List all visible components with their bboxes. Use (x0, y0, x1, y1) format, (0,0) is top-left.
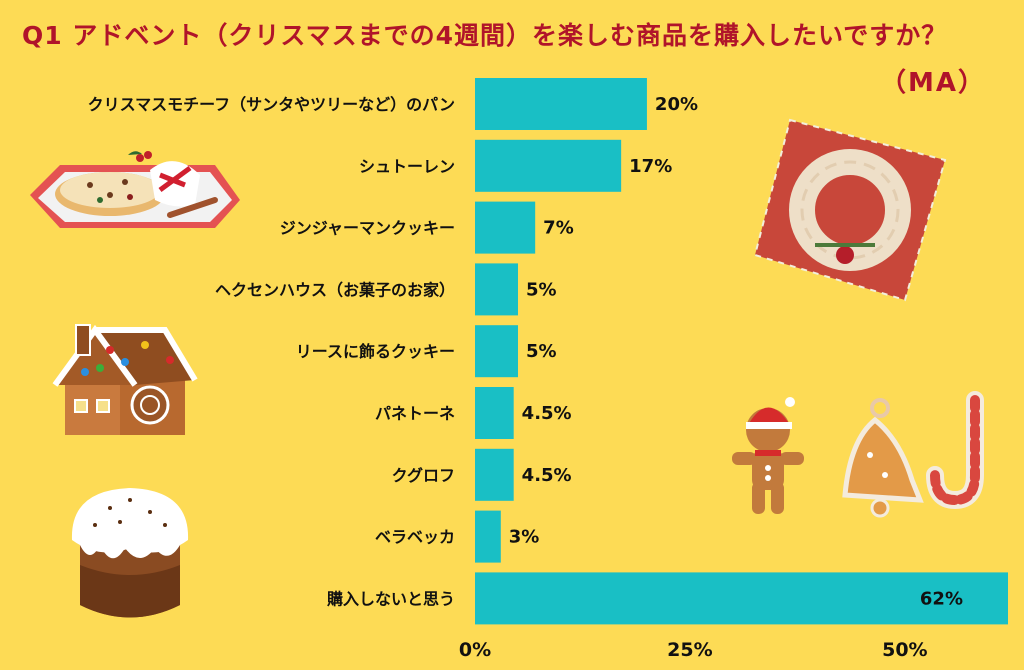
category-label: ベラベッカ (375, 528, 455, 547)
chart-subtitle: （MA） (880, 68, 986, 98)
bar (475, 201, 536, 254)
category-label: ヘクセンハウス（お菓子のお家） (215, 280, 455, 299)
category-label: クグロフ (392, 466, 455, 485)
bar (475, 572, 1008, 625)
x-axis-ticks: 0% 25% 50% (459, 639, 928, 661)
category-label: 購入しないと思う (326, 589, 455, 608)
wreath-cookie-icon (753, 118, 947, 302)
category-label: クリスマスモチーフ（サンタやツリーなど）のパン (88, 95, 455, 114)
value-label: 7% (543, 218, 574, 239)
x-tick-label: 50% (882, 639, 927, 661)
bar (475, 448, 514, 501)
bar (475, 139, 622, 192)
stollen-icon (30, 151, 240, 228)
bell-cookie-icon (842, 398, 924, 518)
value-label: 3% (509, 527, 540, 548)
gingerbread-house-icon (52, 324, 198, 435)
value-label: 4.5% (522, 465, 572, 486)
value-label: 5% (526, 279, 557, 300)
x-tick-label: 0% (459, 639, 491, 661)
value-label: 62% (920, 588, 963, 609)
gingerbread-man-icon (732, 397, 804, 514)
value-label: 17% (629, 156, 672, 177)
category-label: ジンジャーマンクッキー (280, 219, 455, 238)
x-tick-label: 25% (667, 639, 712, 661)
bar (475, 78, 647, 130)
category-label: パネトーネ (375, 404, 455, 423)
bar (475, 510, 501, 563)
category-label: シュトーレン (359, 157, 455, 176)
bars-group (475, 78, 1008, 625)
value-labels: 20% 17% 7% 5% 5% 4.5% 4.5% 3% 62% (509, 94, 963, 609)
value-label: 4.5% (522, 403, 572, 424)
bar (475, 263, 518, 316)
chart-title: Q1 アドベント（クリスマスまでの4週間）を楽しむ商品を購入したいですか？ (22, 21, 948, 50)
category-labels: クリスマスモチーフ（サンタやツリーなど）のパンシュトーレンジンジャーマンクッキー… (88, 95, 455, 608)
candy-cane-cookie-icon (926, 391, 984, 510)
bar (475, 325, 518, 378)
category-label: リースに飾るクッキー (296, 342, 455, 361)
value-label: 5% (526, 341, 557, 362)
panettone-icon (71, 488, 189, 618)
value-label: 20% (655, 94, 698, 115)
bar (475, 387, 514, 439)
